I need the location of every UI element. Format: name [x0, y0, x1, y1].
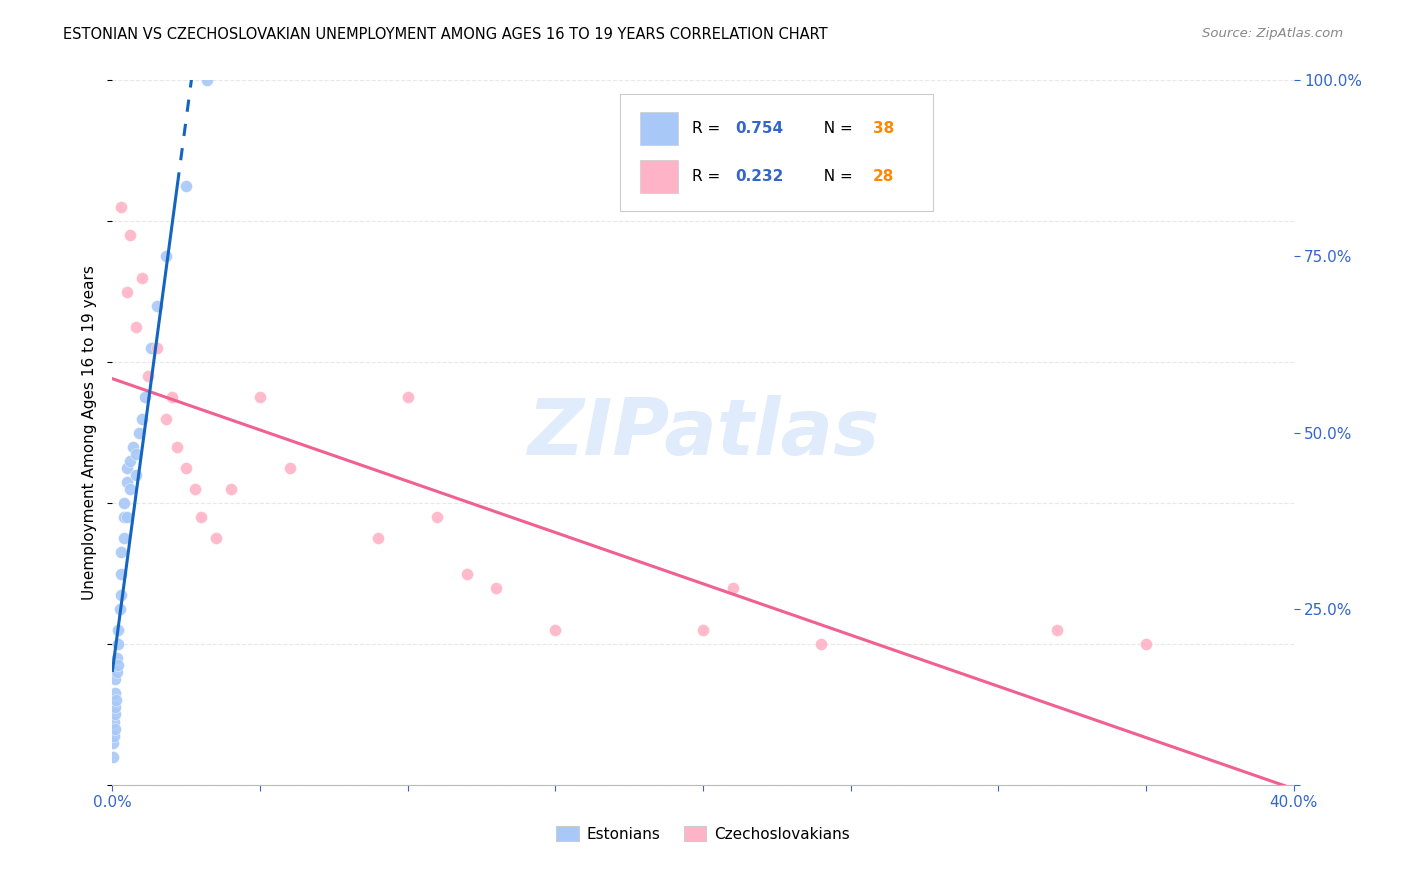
Point — [166, 440, 188, 454]
Point — [117, 475, 138, 489]
Point — [810, 637, 832, 651]
Point — [110, 545, 132, 559]
Point — [146, 341, 169, 355]
Point — [174, 178, 197, 194]
Point — [205, 532, 228, 546]
Point — [107, 637, 129, 651]
Point — [544, 623, 567, 637]
Point — [160, 391, 183, 405]
Text: Source: ZipAtlas.com: Source: ZipAtlas.com — [1202, 27, 1343, 40]
Text: 0.754: 0.754 — [735, 121, 783, 136]
Point — [112, 532, 135, 546]
Point — [190, 510, 212, 524]
Y-axis label: Unemployment Among Ages 16 to 19 years: Unemployment Among Ages 16 to 19 years — [82, 265, 97, 600]
Point — [278, 460, 301, 475]
Point — [101, 749, 124, 764]
Point — [104, 722, 127, 736]
Bar — [640, 160, 678, 194]
Point — [103, 729, 125, 743]
Point — [131, 411, 153, 425]
Point — [139, 341, 162, 355]
FancyBboxPatch shape — [620, 95, 934, 211]
Point — [128, 425, 150, 440]
Point — [125, 447, 148, 461]
Point — [108, 601, 131, 615]
Point — [125, 320, 148, 334]
Point — [117, 285, 138, 299]
Point — [112, 496, 135, 510]
Text: R =: R = — [692, 169, 725, 184]
Point — [104, 686, 127, 700]
Point — [131, 270, 153, 285]
Point — [117, 510, 138, 524]
Point — [103, 707, 125, 722]
Point — [1046, 623, 1069, 637]
Point — [155, 411, 177, 425]
Point — [120, 454, 142, 468]
Point — [105, 693, 128, 707]
Point — [692, 623, 714, 637]
Text: 38: 38 — [873, 121, 894, 136]
Point — [249, 391, 271, 405]
Point — [105, 651, 128, 665]
Point — [367, 532, 389, 546]
Point — [174, 460, 197, 475]
Point — [136, 369, 159, 384]
Point — [184, 482, 207, 496]
Point — [1135, 637, 1157, 651]
Point — [721, 581, 744, 595]
Point — [112, 510, 135, 524]
Point — [107, 623, 129, 637]
Point — [146, 299, 169, 313]
Point — [107, 658, 129, 673]
Point — [195, 73, 218, 87]
Point — [103, 736, 125, 750]
Text: 0.232: 0.232 — [735, 169, 783, 184]
Point — [134, 391, 156, 405]
Point — [110, 588, 132, 602]
Point — [110, 200, 132, 214]
Point — [105, 665, 128, 680]
Point — [485, 581, 508, 595]
Legend: Estonians, Czechoslovakians: Estonians, Czechoslovakians — [550, 820, 856, 847]
Point — [125, 467, 148, 482]
Text: ZIPatlas: ZIPatlas — [527, 394, 879, 471]
Point — [396, 391, 419, 405]
Text: ESTONIAN VS CZECHOSLOVAKIAN UNEMPLOYMENT AMONG AGES 16 TO 19 YEARS CORRELATION C: ESTONIAN VS CZECHOSLOVAKIAN UNEMPLOYMENT… — [63, 27, 828, 42]
Point — [155, 250, 177, 264]
Text: 28: 28 — [873, 169, 894, 184]
Point — [120, 482, 142, 496]
Point — [104, 673, 127, 687]
Bar — [640, 112, 678, 145]
Point — [104, 700, 127, 714]
Text: R =: R = — [692, 121, 725, 136]
Point — [426, 510, 449, 524]
Point — [110, 566, 132, 581]
Point — [456, 566, 478, 581]
Text: N =: N = — [814, 169, 858, 184]
Point — [219, 482, 242, 496]
Point — [122, 440, 145, 454]
Text: N =: N = — [814, 121, 858, 136]
Point — [117, 460, 138, 475]
Point — [120, 228, 142, 243]
Point — [103, 714, 125, 729]
